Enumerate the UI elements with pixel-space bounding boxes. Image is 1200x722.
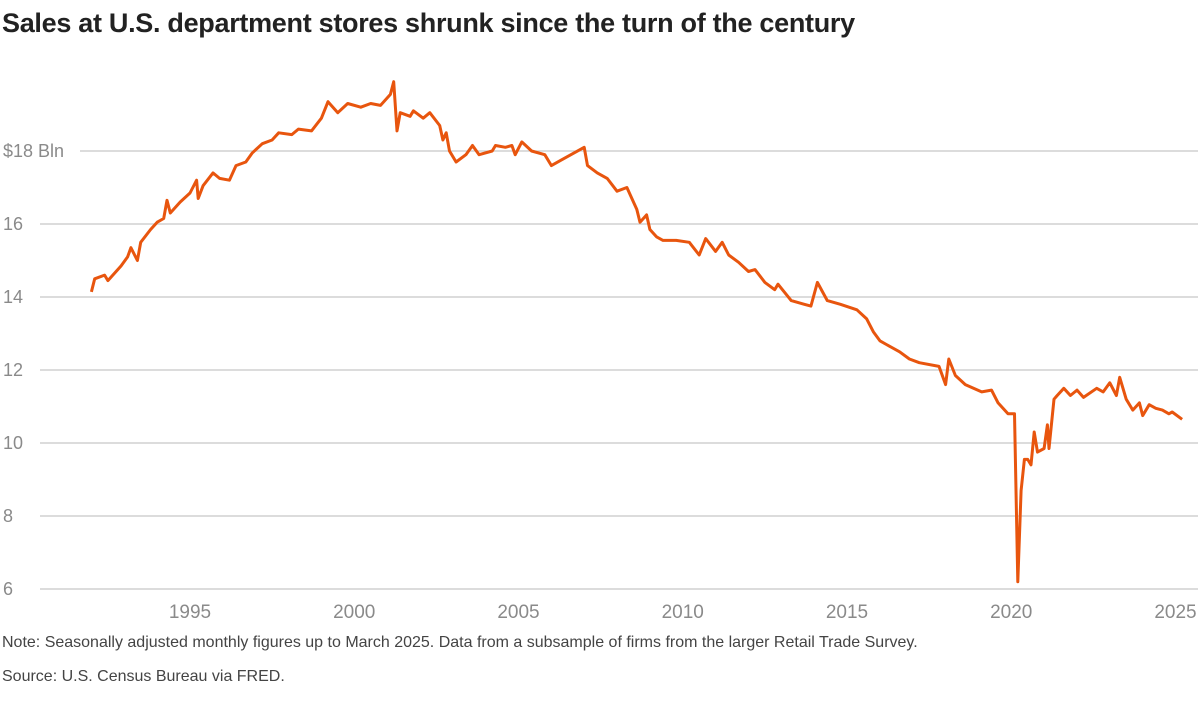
chart-source: Source: U.S. Census Bureau via FRED.: [2, 668, 285, 685]
y-tick-label: $18 Bln: [3, 141, 64, 161]
x-tick-label: 2020: [990, 602, 1032, 623]
x-tick-label: 2025: [1154, 602, 1196, 623]
y-tick-label: 10: [3, 433, 23, 453]
sales-line: [89, 80, 1183, 584]
chart-title: Sales at U.S. department stores shrunk s…: [2, 8, 855, 38]
y-tick-label: 14: [3, 287, 23, 307]
x-tick-label: 2010: [662, 602, 704, 623]
y-tick-label: 6: [3, 579, 13, 599]
x-tick-label: 2015: [826, 602, 868, 623]
x-tick-label: 1995: [169, 602, 211, 623]
x-tick-label: 2005: [497, 602, 539, 623]
x-tick-label: 2000: [333, 602, 375, 623]
y-tick-label: 12: [3, 360, 23, 380]
chart-note: Note: Seasonally adjusted monthly figure…: [2, 634, 918, 651]
y-tick-label: 16: [3, 214, 23, 234]
line-chart: 6 8 10 12 14 16 $18 Bln 1995 2000 2005 2010 2015 202…: [3, 80, 1198, 623]
y-tick-label: 8: [3, 506, 13, 526]
